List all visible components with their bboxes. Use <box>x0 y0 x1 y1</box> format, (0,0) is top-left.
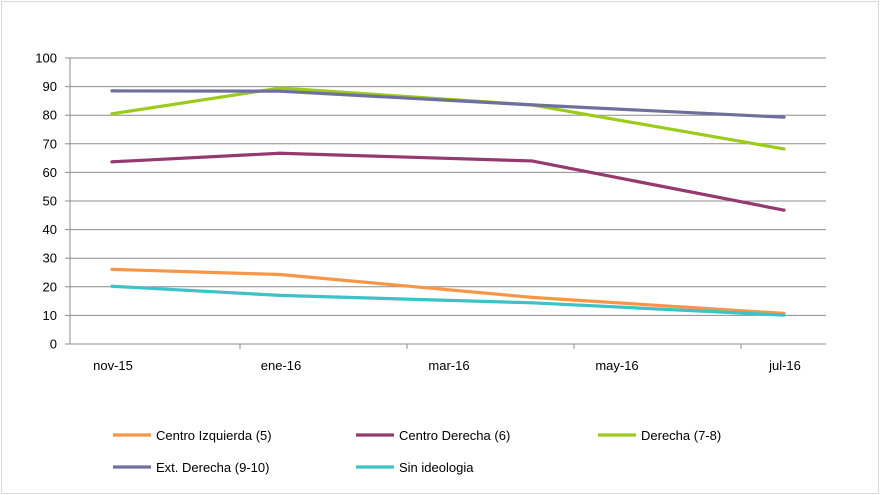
y-axis-labels: 0 10 20 30 40 50 60 70 80 90 100 <box>35 51 57 352</box>
data-point <box>278 151 282 155</box>
legend-item: Sin ideologia <box>356 460 474 475</box>
legend-label: Ext. Derecha (9-10) <box>156 460 269 475</box>
y-tick-label: 30 <box>43 251 57 266</box>
series-line-3 <box>111 86 785 151</box>
y-tick-label: 0 <box>50 337 57 352</box>
data-point <box>530 103 534 107</box>
data-point <box>530 301 534 305</box>
y-tick-label: 40 <box>43 222 57 237</box>
data-point <box>278 86 282 90</box>
y-tick-label: 100 <box>35 51 57 66</box>
legend-item: Centro Derecha (6) <box>356 428 510 443</box>
data-point <box>530 159 534 163</box>
data-point <box>782 115 786 119</box>
series-line-2 <box>111 151 785 212</box>
series-line-1 <box>111 267 785 315</box>
legend: Centro Izquierda (5) Centro Derecha (6) De… <box>113 428 721 475</box>
legend-label: Derecha (7-8) <box>641 428 721 443</box>
legend-label: Centro Derecha (6) <box>399 428 510 443</box>
axes <box>65 57 826 349</box>
data-point <box>110 284 114 288</box>
series-lines <box>110 86 786 317</box>
x-tick-label: nov-15 <box>93 358 133 373</box>
y-tick-label: 50 <box>43 194 57 209</box>
data-point <box>782 208 786 212</box>
legend-item: Ext. Derecha (9-10) <box>113 460 269 475</box>
y-tick-label: 80 <box>43 108 57 123</box>
legend-item: Centro Izquierda (5) <box>113 428 272 443</box>
x-axis-labels: nov-15 ene-16 mar-16 may-16 jul-16 <box>93 358 801 373</box>
x-tick-label: mar-16 <box>428 358 469 373</box>
y-tick-label: 60 <box>43 165 57 180</box>
data-point <box>110 89 114 93</box>
legend-item: Derecha (7-8) <box>598 428 721 443</box>
gridlines <box>70 57 826 316</box>
data-point <box>782 147 786 151</box>
data-point <box>278 89 282 93</box>
y-tick-label: 10 <box>43 308 57 323</box>
legend-label: Centro Izquierda (5) <box>156 428 272 443</box>
data-point <box>110 160 114 164</box>
data-point <box>110 112 114 116</box>
y-tick-label: 20 <box>43 279 57 294</box>
data-point <box>110 267 114 271</box>
x-tick-label: ene-16 <box>261 358 301 373</box>
data-point <box>530 295 534 299</box>
legend-label: Sin ideologia <box>399 460 474 475</box>
data-point <box>278 272 282 277</box>
y-tick-label: 70 <box>43 136 57 151</box>
y-tick-label: 90 <box>43 79 57 94</box>
x-tick-label: may-16 <box>595 358 638 373</box>
data-point <box>278 293 282 297</box>
x-tick-label: jul-16 <box>768 358 801 373</box>
series-line-5 <box>111 284 785 317</box>
series-line-4 <box>111 89 785 119</box>
data-point <box>782 313 786 317</box>
